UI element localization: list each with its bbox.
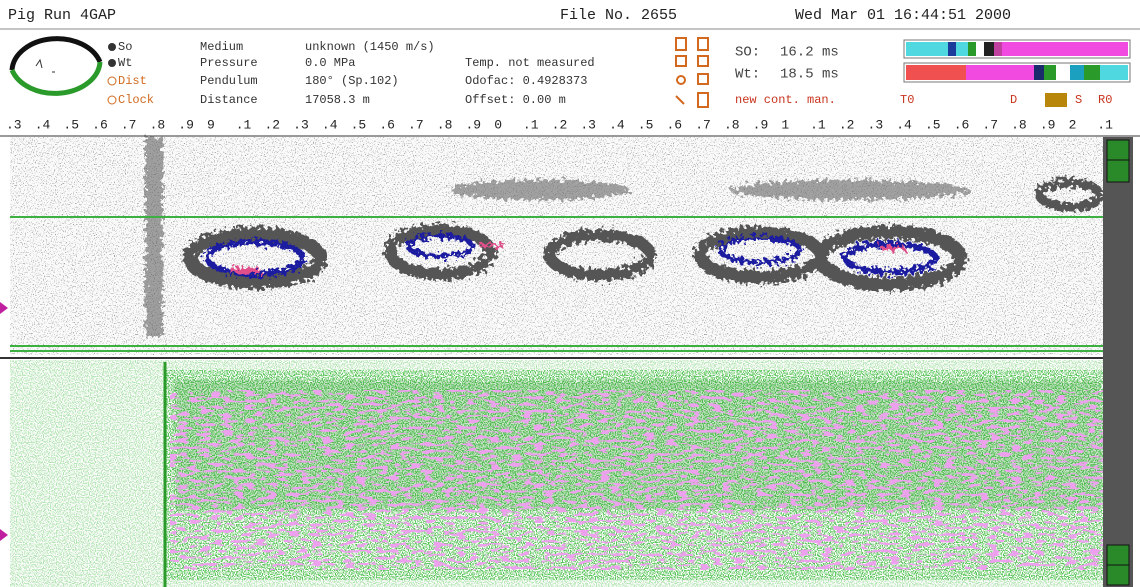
status-text: Odofac: 0.4928373 — [465, 74, 587, 88]
color-bar — [903, 39, 1131, 83]
ruler-label: .1 — [523, 117, 539, 132]
radio[interactable] — [108, 59, 116, 67]
scroll-thumb[interactable] — [1106, 139, 1130, 161]
radio[interactable] — [107, 95, 117, 105]
option-clock[interactable]: Clock — [118, 93, 154, 107]
scroll-thumb[interactable] — [1106, 159, 1130, 183]
field-value: unknown (1450 m/s) — [305, 40, 435, 54]
radio[interactable] — [107, 76, 117, 86]
toolbar-button[interactable]: R0 — [1098, 93, 1112, 107]
field-label: Distance — [200, 93, 258, 107]
ruler-label: .2 — [264, 117, 280, 132]
field-value: 180° (Sp.102) — [305, 74, 399, 88]
ruler-label: 1 — [781, 117, 789, 132]
ruler-label: 0 — [494, 117, 502, 132]
ruler-label: .6 — [92, 117, 108, 132]
ruler-label: .8 — [724, 117, 740, 132]
file-number: File No. 2655 — [560, 7, 677, 24]
ruler-label: .3 — [868, 117, 884, 132]
reading-value: 16.2 ms — [780, 45, 839, 61]
ruler-label: .4 — [609, 117, 625, 132]
ruler-label: .1 — [810, 117, 826, 132]
tool-icons[interactable] — [675, 37, 709, 108]
scan-defects — [183, 178, 1105, 291]
ruler-label: .7 — [121, 117, 137, 132]
scan-speckle — [170, 390, 1103, 570]
run-title: Pig Run 4GAP — [8, 7, 116, 24]
header-bar — [0, 0, 1140, 29]
ruler-label: 9 — [207, 117, 215, 132]
row-marker — [0, 529, 8, 541]
toolbar-button[interactable]: D — [1010, 93, 1017, 107]
field-value: 17058.3 m — [305, 93, 370, 107]
radio[interactable] — [108, 43, 116, 51]
ruler: .3 .4 .5 .6 .7 .8 .9 9 .1 .2 .3 .4 .5 .6 .7 .8 .9 0 .1 .2 .3… — [6, 117, 1113, 132]
field-label: Pendulum — [200, 74, 258, 88]
ruler-label: .3 — [6, 117, 22, 132]
row-marker — [0, 302, 8, 314]
scroll-thumb[interactable] — [1106, 544, 1130, 566]
toolbar-button[interactable]: T0 — [900, 93, 914, 107]
ruler-label: .7 — [695, 117, 711, 132]
scrollbar[interactable] — [1103, 137, 1133, 587]
ruler-label: .4 — [896, 117, 912, 132]
option-dist[interactable]: Dist — [118, 74, 147, 88]
ruler-label: .5 — [63, 117, 79, 132]
date-time: Wed Mar 01 16:44:51 2000 — [795, 7, 1011, 24]
toolbar-mode[interactable]: new cont. man. — [735, 93, 836, 107]
reading-value: 18.5 ms — [780, 67, 839, 83]
ruler-label: .9 — [178, 117, 194, 132]
toolbar-icon[interactable] — [1045, 93, 1067, 107]
ruler-label: .5 — [925, 117, 941, 132]
ruler-label: .1 — [236, 117, 252, 132]
ruler-label: .4 — [35, 117, 51, 132]
reading-label: SO: — [735, 45, 760, 61]
field-label: Medium — [200, 40, 243, 54]
ruler-label: .7 — [982, 117, 998, 132]
scroll-thumb[interactable] — [1106, 564, 1130, 586]
toolbar-button[interactable]: S — [1075, 93, 1082, 107]
ruler-label: .9 — [753, 117, 769, 132]
ruler-label: .3 — [293, 117, 309, 132]
field-label: Pressure — [200, 56, 258, 70]
field-value: 0.0 MPa — [305, 56, 355, 70]
scan-weld — [145, 137, 163, 337]
option-so[interactable]: So — [118, 40, 132, 54]
ruler-label: .8 — [437, 117, 453, 132]
clock-dial — [9, 36, 103, 71]
ruler-label: .9 — [465, 117, 481, 132]
ruler-label: .1 — [1097, 117, 1113, 132]
clock-hand — [35, 58, 55, 73]
option-wt[interactable]: Wt — [118, 56, 132, 70]
ruler-label: 2 — [1069, 117, 1077, 132]
ruler-label: .3 — [580, 117, 596, 132]
reading-label: Wt: — [735, 67, 760, 83]
ruler-label: .8 — [1011, 117, 1027, 132]
ruler-label: .6 — [954, 117, 970, 132]
ruler-label: .7 — [408, 117, 424, 132]
ruler-label: .6 — [379, 117, 395, 132]
ruler-label: .6 — [667, 117, 683, 132]
clock-dial — [9, 61, 103, 96]
status-text: Temp. not measured — [465, 56, 595, 70]
ruler-label: .8 — [150, 117, 166, 132]
ruler-label: .2 — [552, 117, 568, 132]
ruler-label: .5 — [638, 117, 654, 132]
ruler-label: .2 — [839, 117, 855, 132]
ruler-label: .4 — [322, 117, 338, 132]
status-text: Offset: 0.00 m — [465, 93, 566, 107]
ruler-label: .9 — [1040, 117, 1056, 132]
ruler-label: .5 — [351, 117, 367, 132]
